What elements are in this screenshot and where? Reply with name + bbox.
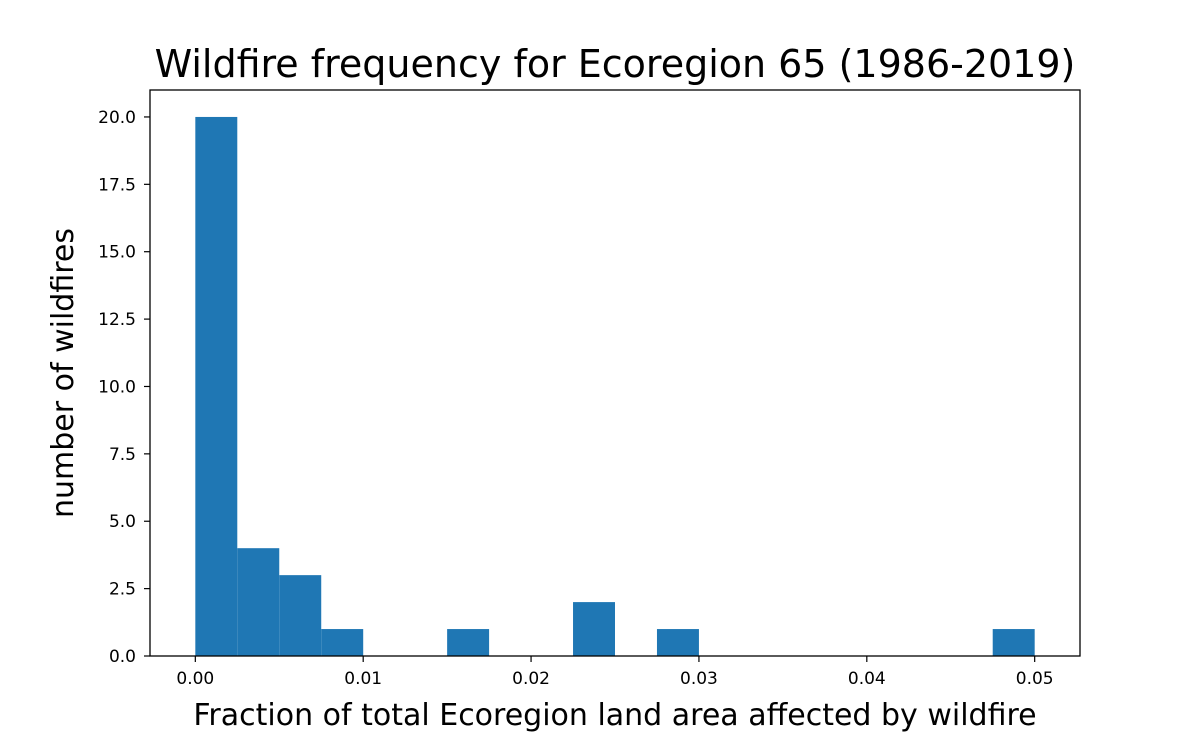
histogram-bar-7 bbox=[992, 629, 1035, 656]
y-tick-label-7: 17.5 bbox=[98, 175, 136, 195]
histogram-bar-2 bbox=[279, 575, 322, 656]
y-tick-label-2: 5.0 bbox=[109, 512, 136, 532]
ticks-layer: 0.00 0.01 0.02 0.03 0.04 0.05 0.0 2.5 5.0 7.5 10.0… bbox=[98, 108, 1053, 689]
x-tick-label-4: 0.04 bbox=[848, 669, 886, 689]
y-axis-label: number of wildfires bbox=[46, 228, 81, 518]
histogram-bar-0 bbox=[195, 116, 238, 656]
x-tick-label-5: 0.05 bbox=[1016, 669, 1054, 689]
histogram-bar-4 bbox=[447, 629, 490, 656]
chart-title: Wildfire frequency for Ecoregion 65 (198… bbox=[155, 42, 1076, 86]
x-tick-label-3: 0.03 bbox=[680, 669, 718, 689]
y-tick-label-8: 20.0 bbox=[98, 108, 136, 128]
y-tick-label-4: 10.0 bbox=[98, 377, 136, 397]
y-tick-label-5: 12.5 bbox=[98, 310, 136, 330]
x-tick-label-0: 0.00 bbox=[176, 669, 214, 689]
x-axis-label: Fraction of total Ecoregion land area af… bbox=[193, 698, 1036, 733]
x-tick-label-2: 0.02 bbox=[512, 669, 550, 689]
y-tick-label-6: 15.0 bbox=[98, 243, 136, 263]
histogram-bar-5 bbox=[573, 602, 615, 656]
y-tick-label-0: 0.0 bbox=[109, 647, 136, 667]
histogram-bar-6 bbox=[656, 629, 699, 656]
y-tick-label-3: 7.5 bbox=[109, 445, 136, 465]
plot-frame bbox=[149, 89, 1081, 657]
histogram-bar-1 bbox=[237, 548, 280, 656]
y-tick-label-1: 2.5 bbox=[109, 580, 136, 600]
histogram-bar-3 bbox=[321, 629, 364, 656]
x-tick-label-1: 0.01 bbox=[344, 669, 382, 689]
bars-layer bbox=[195, 116, 1035, 656]
